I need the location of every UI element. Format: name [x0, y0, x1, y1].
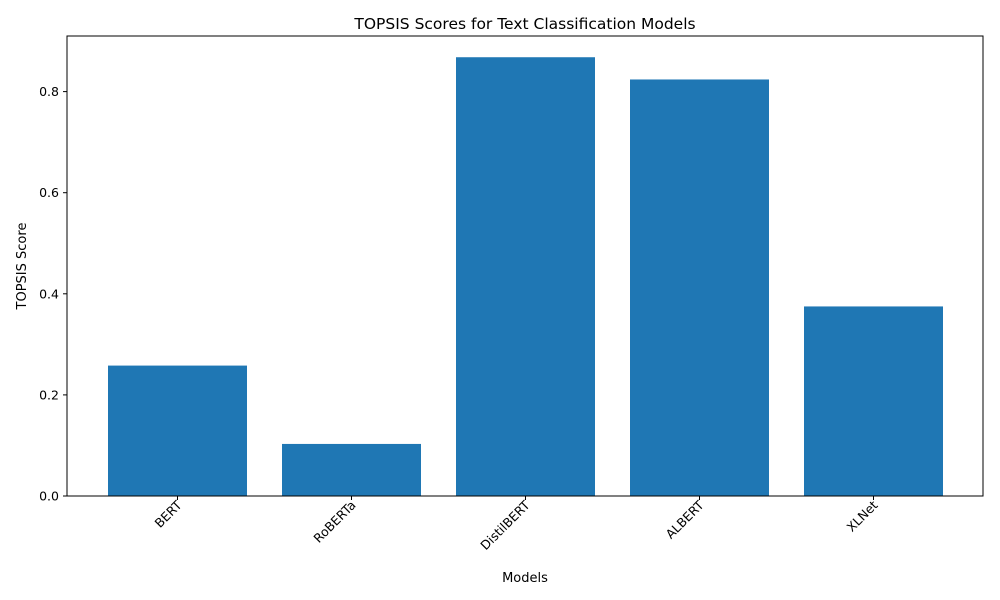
- chart-title: TOPSIS Scores for Text Classification Mo…: [353, 15, 695, 33]
- bar-albert: [630, 79, 769, 496]
- y-tick-label: 0.4: [39, 286, 59, 301]
- x-tick-label: BERT: [151, 497, 184, 530]
- y-axis-label: TOPSIS Score: [15, 223, 30, 311]
- y-tick-label: 0.8: [39, 84, 59, 99]
- x-axis: BERT RoBERTa DistilBERT ALBERT XLNet: [151, 496, 881, 553]
- y-tick-label: 0.0: [39, 489, 59, 504]
- y-tick-label: 0.6: [39, 185, 59, 200]
- bar-bert: [108, 365, 247, 496]
- x-tick-label: ALBERT: [662, 497, 706, 541]
- bar-distilbert: [456, 57, 595, 496]
- x-tick-label: XLNet: [844, 497, 881, 534]
- bars-group: [108, 57, 943, 496]
- bar-xlnet: [804, 306, 943, 496]
- y-tick-label: 0.2: [39, 387, 59, 402]
- plot-frame: [66, 35, 984, 497]
- x-axis-label: Models: [502, 571, 548, 586]
- x-tick-label: DistilBERT: [477, 497, 533, 553]
- bar-roberta: [282, 443, 421, 496]
- x-tick-label: RoBERTa: [310, 498, 358, 546]
- y-axis: 0.0 0.2 0.4 0.6 0.8: [39, 84, 67, 504]
